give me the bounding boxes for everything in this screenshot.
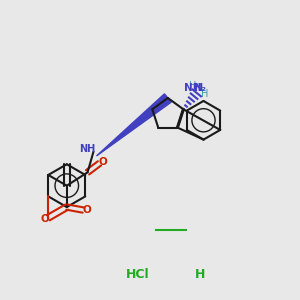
Text: N: N (194, 83, 203, 94)
Polygon shape (97, 94, 171, 156)
Text: H: H (201, 89, 209, 99)
Text: O: O (82, 205, 91, 215)
Text: O: O (40, 214, 49, 224)
Text: H: H (189, 80, 196, 91)
Text: HCl: HCl (126, 268, 150, 281)
Text: NH: NH (80, 143, 96, 154)
Text: H: H (195, 268, 205, 281)
Text: O: O (99, 157, 108, 167)
Text: NH₂: NH₂ (184, 82, 206, 93)
